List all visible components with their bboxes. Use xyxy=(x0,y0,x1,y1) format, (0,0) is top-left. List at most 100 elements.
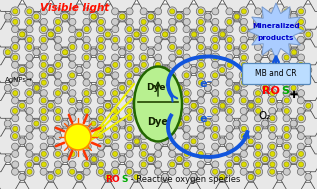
Circle shape xyxy=(254,149,262,158)
Circle shape xyxy=(261,83,269,92)
Circle shape xyxy=(105,138,112,145)
Polygon shape xyxy=(151,182,180,189)
Circle shape xyxy=(105,139,110,144)
Circle shape xyxy=(213,55,218,60)
Polygon shape xyxy=(208,40,237,65)
Circle shape xyxy=(240,143,247,150)
Circle shape xyxy=(184,116,189,121)
Circle shape xyxy=(263,157,268,162)
Circle shape xyxy=(55,72,61,79)
Circle shape xyxy=(25,43,34,52)
Circle shape xyxy=(176,49,183,56)
Circle shape xyxy=(141,27,146,32)
Circle shape xyxy=(298,73,303,78)
Circle shape xyxy=(189,137,198,146)
Circle shape xyxy=(69,18,76,25)
Circle shape xyxy=(97,61,104,68)
Polygon shape xyxy=(251,164,280,189)
Text: Dye*: Dye* xyxy=(146,84,170,92)
Circle shape xyxy=(241,45,246,50)
Circle shape xyxy=(155,150,162,157)
Circle shape xyxy=(169,18,176,25)
Circle shape xyxy=(112,43,119,50)
Circle shape xyxy=(161,67,168,74)
Text: - Reactive oxygen species: - Reactive oxygen species xyxy=(128,175,240,184)
Polygon shape xyxy=(36,75,65,101)
Circle shape xyxy=(69,61,76,68)
Circle shape xyxy=(140,43,147,50)
Circle shape xyxy=(247,173,256,181)
Circle shape xyxy=(212,90,219,97)
Circle shape xyxy=(220,32,225,37)
Circle shape xyxy=(96,71,105,80)
Circle shape xyxy=(61,12,70,21)
Circle shape xyxy=(99,80,103,85)
Circle shape xyxy=(168,96,177,105)
Circle shape xyxy=(183,108,190,115)
Circle shape xyxy=(83,61,90,68)
Circle shape xyxy=(220,174,225,180)
Circle shape xyxy=(227,62,232,67)
Ellipse shape xyxy=(134,67,182,142)
Circle shape xyxy=(39,124,48,133)
Circle shape xyxy=(26,125,33,132)
Circle shape xyxy=(226,143,233,150)
Circle shape xyxy=(155,43,162,50)
Circle shape xyxy=(240,115,247,122)
Circle shape xyxy=(205,13,212,20)
Circle shape xyxy=(126,150,133,157)
Circle shape xyxy=(219,138,226,145)
Circle shape xyxy=(153,96,162,105)
Circle shape xyxy=(96,167,105,176)
Circle shape xyxy=(127,116,132,121)
Circle shape xyxy=(296,71,305,80)
Circle shape xyxy=(141,19,146,24)
Circle shape xyxy=(262,13,269,20)
Circle shape xyxy=(41,126,46,131)
Circle shape xyxy=(12,161,19,168)
Circle shape xyxy=(162,174,169,180)
Circle shape xyxy=(270,91,275,96)
Circle shape xyxy=(155,161,162,168)
Circle shape xyxy=(269,133,276,140)
Circle shape xyxy=(20,32,25,37)
Circle shape xyxy=(220,68,225,73)
Circle shape xyxy=(269,36,276,43)
Circle shape xyxy=(70,98,75,103)
Circle shape xyxy=(234,14,239,19)
Polygon shape xyxy=(294,111,317,136)
Polygon shape xyxy=(65,75,94,101)
Polygon shape xyxy=(279,129,308,154)
Polygon shape xyxy=(65,40,94,65)
Polygon shape xyxy=(222,129,251,154)
Circle shape xyxy=(134,103,139,108)
Circle shape xyxy=(183,26,190,33)
Circle shape xyxy=(141,55,146,60)
Circle shape xyxy=(69,26,76,33)
Polygon shape xyxy=(179,182,208,189)
Polygon shape xyxy=(79,57,108,83)
Circle shape xyxy=(4,84,11,91)
Circle shape xyxy=(132,30,141,39)
Circle shape xyxy=(270,27,275,32)
Circle shape xyxy=(68,142,77,151)
Circle shape xyxy=(306,32,311,37)
Circle shape xyxy=(90,49,97,56)
Circle shape xyxy=(132,101,141,110)
Circle shape xyxy=(13,126,18,131)
Circle shape xyxy=(55,19,61,24)
Circle shape xyxy=(33,156,40,163)
Polygon shape xyxy=(194,57,223,83)
Circle shape xyxy=(91,14,96,19)
Circle shape xyxy=(241,27,246,32)
Circle shape xyxy=(70,45,75,50)
Polygon shape xyxy=(94,147,123,172)
Circle shape xyxy=(226,133,233,140)
Circle shape xyxy=(275,30,284,39)
Circle shape xyxy=(69,54,76,61)
Circle shape xyxy=(55,36,61,43)
Circle shape xyxy=(226,115,233,122)
Circle shape xyxy=(205,49,212,56)
Circle shape xyxy=(127,126,132,131)
Circle shape xyxy=(90,156,97,163)
